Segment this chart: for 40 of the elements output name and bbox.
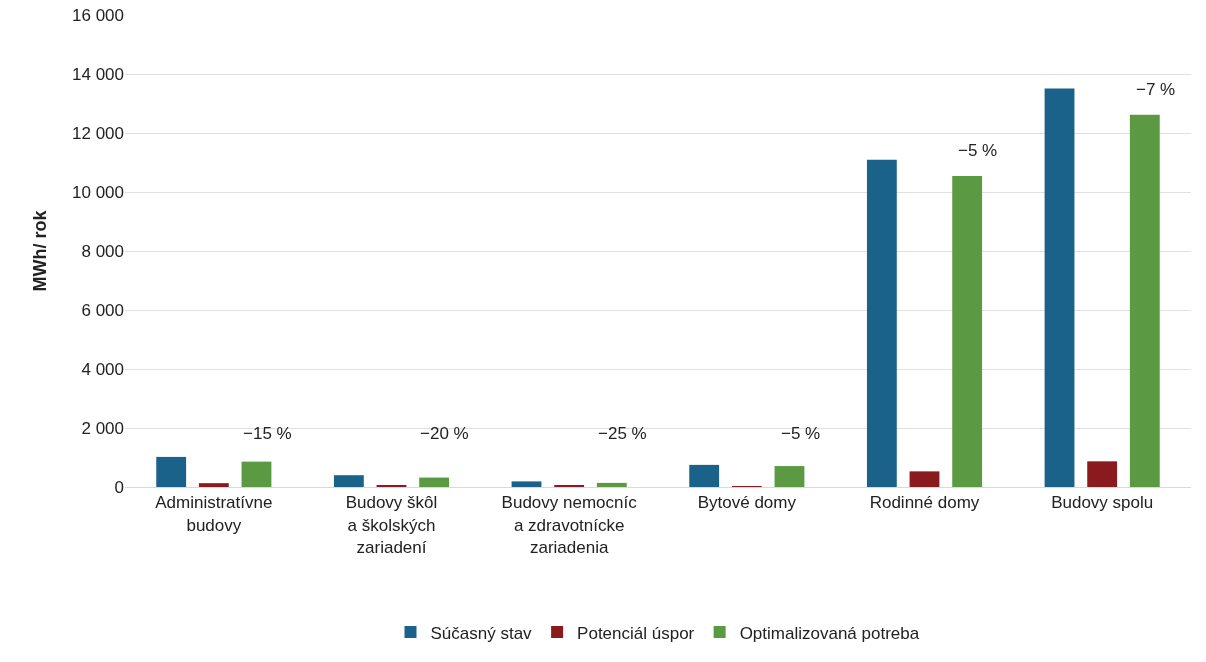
- x-tick-label: Budovy škôl a školských zariadení: [345, 493, 438, 557]
- annotation: −20 %: [420, 424, 469, 443]
- bar: [866, 159, 897, 487]
- y-tick-label: 6 000: [81, 300, 124, 320]
- bar: [198, 483, 229, 487]
- x-tick-label: Rodinné domy: [869, 493, 980, 513]
- y-tick-label: 2 000: [81, 418, 124, 438]
- annotation: −25 %: [598, 424, 647, 443]
- bar: [774, 466, 805, 487]
- legend-label: Optimalizovaná potreba: [739, 623, 920, 643]
- y-tick-label: 16 000: [72, 5, 124, 25]
- x-tick-label: Administratívne budovy: [155, 493, 273, 535]
- y-tick-label: 10 000: [72, 182, 124, 202]
- x-tick-label: Bytové domy: [697, 493, 797, 513]
- bar: [909, 471, 940, 487]
- y-tick-label: 4 000: [81, 359, 124, 379]
- x-tick-label: Budovy spolu: [1051, 493, 1154, 513]
- annotation: −7 %: [1136, 80, 1176, 99]
- annotation: −15 %: [243, 424, 292, 443]
- x-tick-label: Budovy nemocníc a zdravotnícke zariadenia: [501, 493, 638, 557]
- bar: [1087, 461, 1118, 487]
- y-tick-label: 8 000: [81, 241, 124, 261]
- bar: [689, 464, 720, 487]
- bar: [419, 477, 450, 487]
- legend-label: Súčasný stav: [430, 623, 533, 643]
- y-tick-label: 14 000: [72, 64, 124, 84]
- y-tick-label: 0: [114, 477, 124, 497]
- bar: [952, 176, 983, 487]
- bar: [511, 481, 542, 487]
- bar: [1044, 88, 1075, 487]
- annotation: −5 %: [781, 424, 821, 443]
- y-axis-title: MWh/ rok: [30, 209, 51, 292]
- bar: [333, 475, 364, 487]
- annotation: −5 %: [958, 141, 998, 160]
- y-tick-label: 12 000: [72, 123, 124, 143]
- legend-label: Potenciál úspor: [577, 623, 695, 643]
- bar: [156, 456, 187, 487]
- bar: [596, 482, 627, 487]
- bar: [241, 461, 272, 487]
- bar: [1129, 114, 1160, 487]
